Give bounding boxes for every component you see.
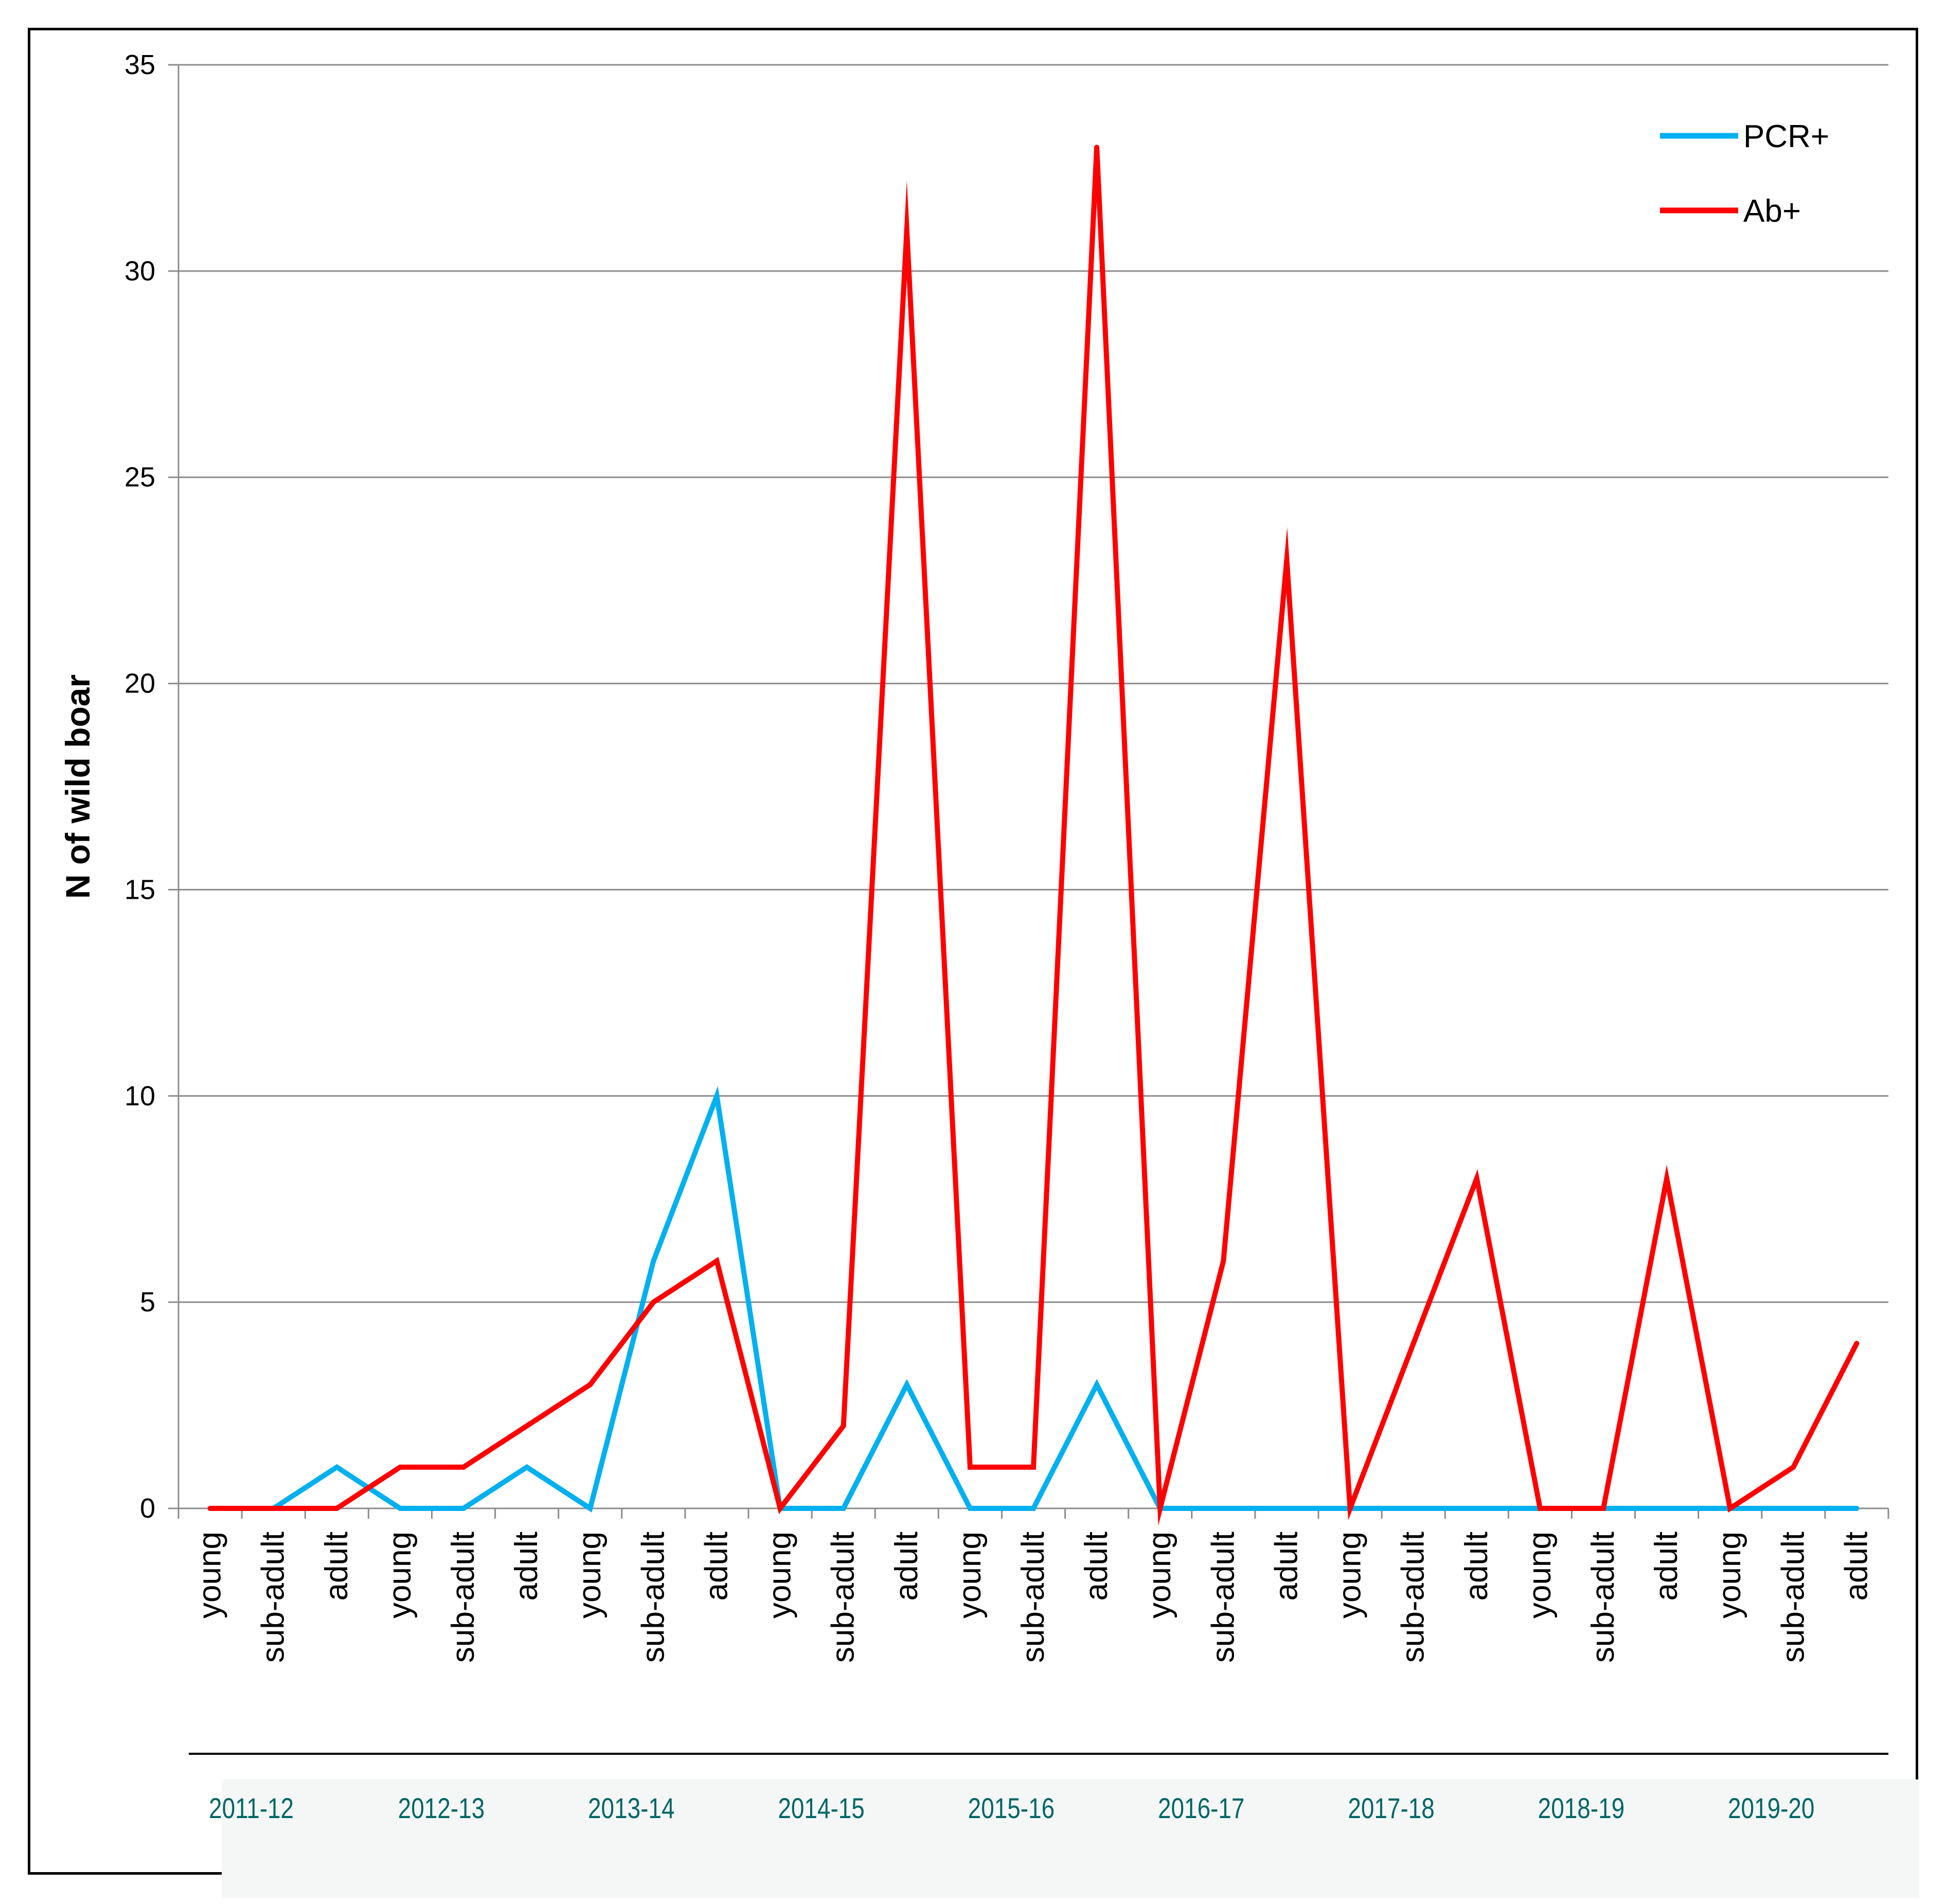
y-tick-label: 10 — [124, 1080, 155, 1111]
y-tick-label: 25 — [124, 462, 155, 493]
y-tick-label: 35 — [124, 49, 155, 80]
data-point-ab — [397, 1464, 403, 1470]
period-label-band — [222, 1780, 1919, 1898]
y-axis-title: N of wild boar — [59, 674, 97, 899]
x-category-label: sub-adult — [1396, 1532, 1431, 1663]
data-point-ab — [1474, 1176, 1479, 1181]
x-category-label: adult — [1269, 1532, 1304, 1600]
data-point-ab — [207, 1506, 213, 1511]
x-category-label: adult — [509, 1532, 544, 1600]
legend-label: PCR+ — [1743, 119, 1829, 154]
period-label: 2012-13 — [398, 1792, 485, 1824]
x-category-label: sub-adult — [826, 1532, 861, 1663]
data-point-pcr — [1854, 1506, 1860, 1511]
data-point-ab — [1601, 1506, 1606, 1511]
legend-label: Ab+ — [1743, 193, 1801, 229]
data-point-ab — [904, 227, 909, 233]
data-point-pcr — [1411, 1506, 1416, 1511]
x-category-label: young — [1712, 1532, 1747, 1618]
data-point-pcr — [1221, 1506, 1226, 1511]
period-label: 2017-18 — [1348, 1792, 1434, 1824]
data-point-ab — [1791, 1464, 1796, 1470]
data-point-ab — [777, 1506, 783, 1511]
x-category-label: young — [572, 1532, 608, 1618]
x-category-label: adult — [1079, 1532, 1114, 1600]
period-label: 2011-12 — [209, 1792, 294, 1824]
x-category-label: young — [382, 1532, 418, 1618]
series-line-ab — [210, 147, 1859, 1526]
data-point-pcr — [587, 1506, 593, 1511]
data-point-ab — [334, 1506, 340, 1511]
data-point-pcr — [714, 1093, 720, 1099]
x-category-label: adult — [889, 1532, 924, 1600]
data-point-ab — [651, 1300, 656, 1305]
data-point-pcr — [1474, 1506, 1479, 1511]
data-point-ab — [271, 1506, 276, 1511]
data-point-ab — [1664, 1176, 1670, 1181]
x-category-label: adult — [319, 1532, 354, 1600]
data-point-pcr — [967, 1506, 973, 1511]
x-category-label: sub-adult — [1015, 1532, 1051, 1663]
x-category-label: young — [952, 1532, 988, 1618]
data-point-pcr — [1791, 1506, 1796, 1511]
data-point-ab — [524, 1423, 530, 1429]
data-point-ab — [1411, 1341, 1416, 1346]
period-label: 2018-19 — [1538, 1792, 1624, 1824]
x-category-label: adult — [1838, 1532, 1874, 1600]
x-category-label: sub-adult — [635, 1532, 671, 1663]
period-label: 2014-15 — [778, 1792, 864, 1824]
data-point-pcr — [461, 1506, 466, 1511]
data-point-pcr — [1284, 1506, 1290, 1511]
data-point-pcr — [904, 1382, 909, 1387]
x-category-label: sub-adult — [1585, 1532, 1621, 1663]
y-tick-label: 15 — [124, 874, 155, 905]
x-category-label: young — [762, 1532, 798, 1618]
x-category-label: adult — [1459, 1532, 1494, 1600]
data-point-pcr — [1031, 1506, 1036, 1511]
x-category-label: young — [1142, 1532, 1177, 1618]
data-point-ab — [1284, 557, 1290, 563]
data-point-pcr — [1094, 1382, 1100, 1387]
chart-frame: 0 5 10 15 20 25 30 35 young sub-adult adult young su… — [28, 28, 1919, 1898]
data-point-ab — [1157, 1506, 1163, 1511]
y-tick-label: 5 — [140, 1287, 155, 1318]
data-point-pcr — [334, 1464, 340, 1470]
data-point-pcr — [524, 1464, 530, 1470]
data-point-ab — [1094, 145, 1100, 150]
x-category-label: young — [1522, 1532, 1558, 1618]
x-category-label: sub-adult — [256, 1532, 291, 1663]
data-point-ab — [587, 1382, 593, 1387]
data-point-ab — [1854, 1341, 1860, 1346]
y-tick-label: 30 — [124, 256, 155, 287]
data-point-ab — [1221, 1258, 1226, 1264]
data-point-pcr — [841, 1506, 846, 1511]
period-label: 2016-17 — [1158, 1792, 1244, 1824]
data-point-pcr — [1664, 1506, 1670, 1511]
x-category-label: sub-adult — [1775, 1532, 1811, 1663]
data-point-pcr — [397, 1506, 403, 1511]
data-point-ab — [1537, 1506, 1543, 1511]
x-category-label: young — [192, 1532, 228, 1618]
data-point-ab — [967, 1464, 973, 1470]
x-category-label: young — [1332, 1532, 1368, 1618]
data-point-ab — [1347, 1506, 1353, 1511]
y-tick-label: 0 — [140, 1493, 155, 1524]
data-point-ab — [1031, 1464, 1036, 1470]
x-category-label: sub-adult — [1205, 1532, 1241, 1663]
period-label: 2013-14 — [588, 1792, 674, 1824]
data-point-pcr — [651, 1258, 656, 1264]
data-point-ab — [841, 1423, 846, 1429]
x-category-label: adult — [1649, 1532, 1684, 1600]
period-label: 2019-20 — [1728, 1792, 1814, 1824]
x-category-label: sub-adult — [445, 1532, 481, 1663]
period-label: 2015-16 — [968, 1792, 1055, 1824]
y-tick-label: 20 — [124, 668, 155, 699]
data-point-ab — [1727, 1506, 1733, 1511]
data-point-ab — [461, 1464, 466, 1470]
data-point-ab — [714, 1258, 720, 1264]
x-category-label: adult — [699, 1532, 734, 1600]
